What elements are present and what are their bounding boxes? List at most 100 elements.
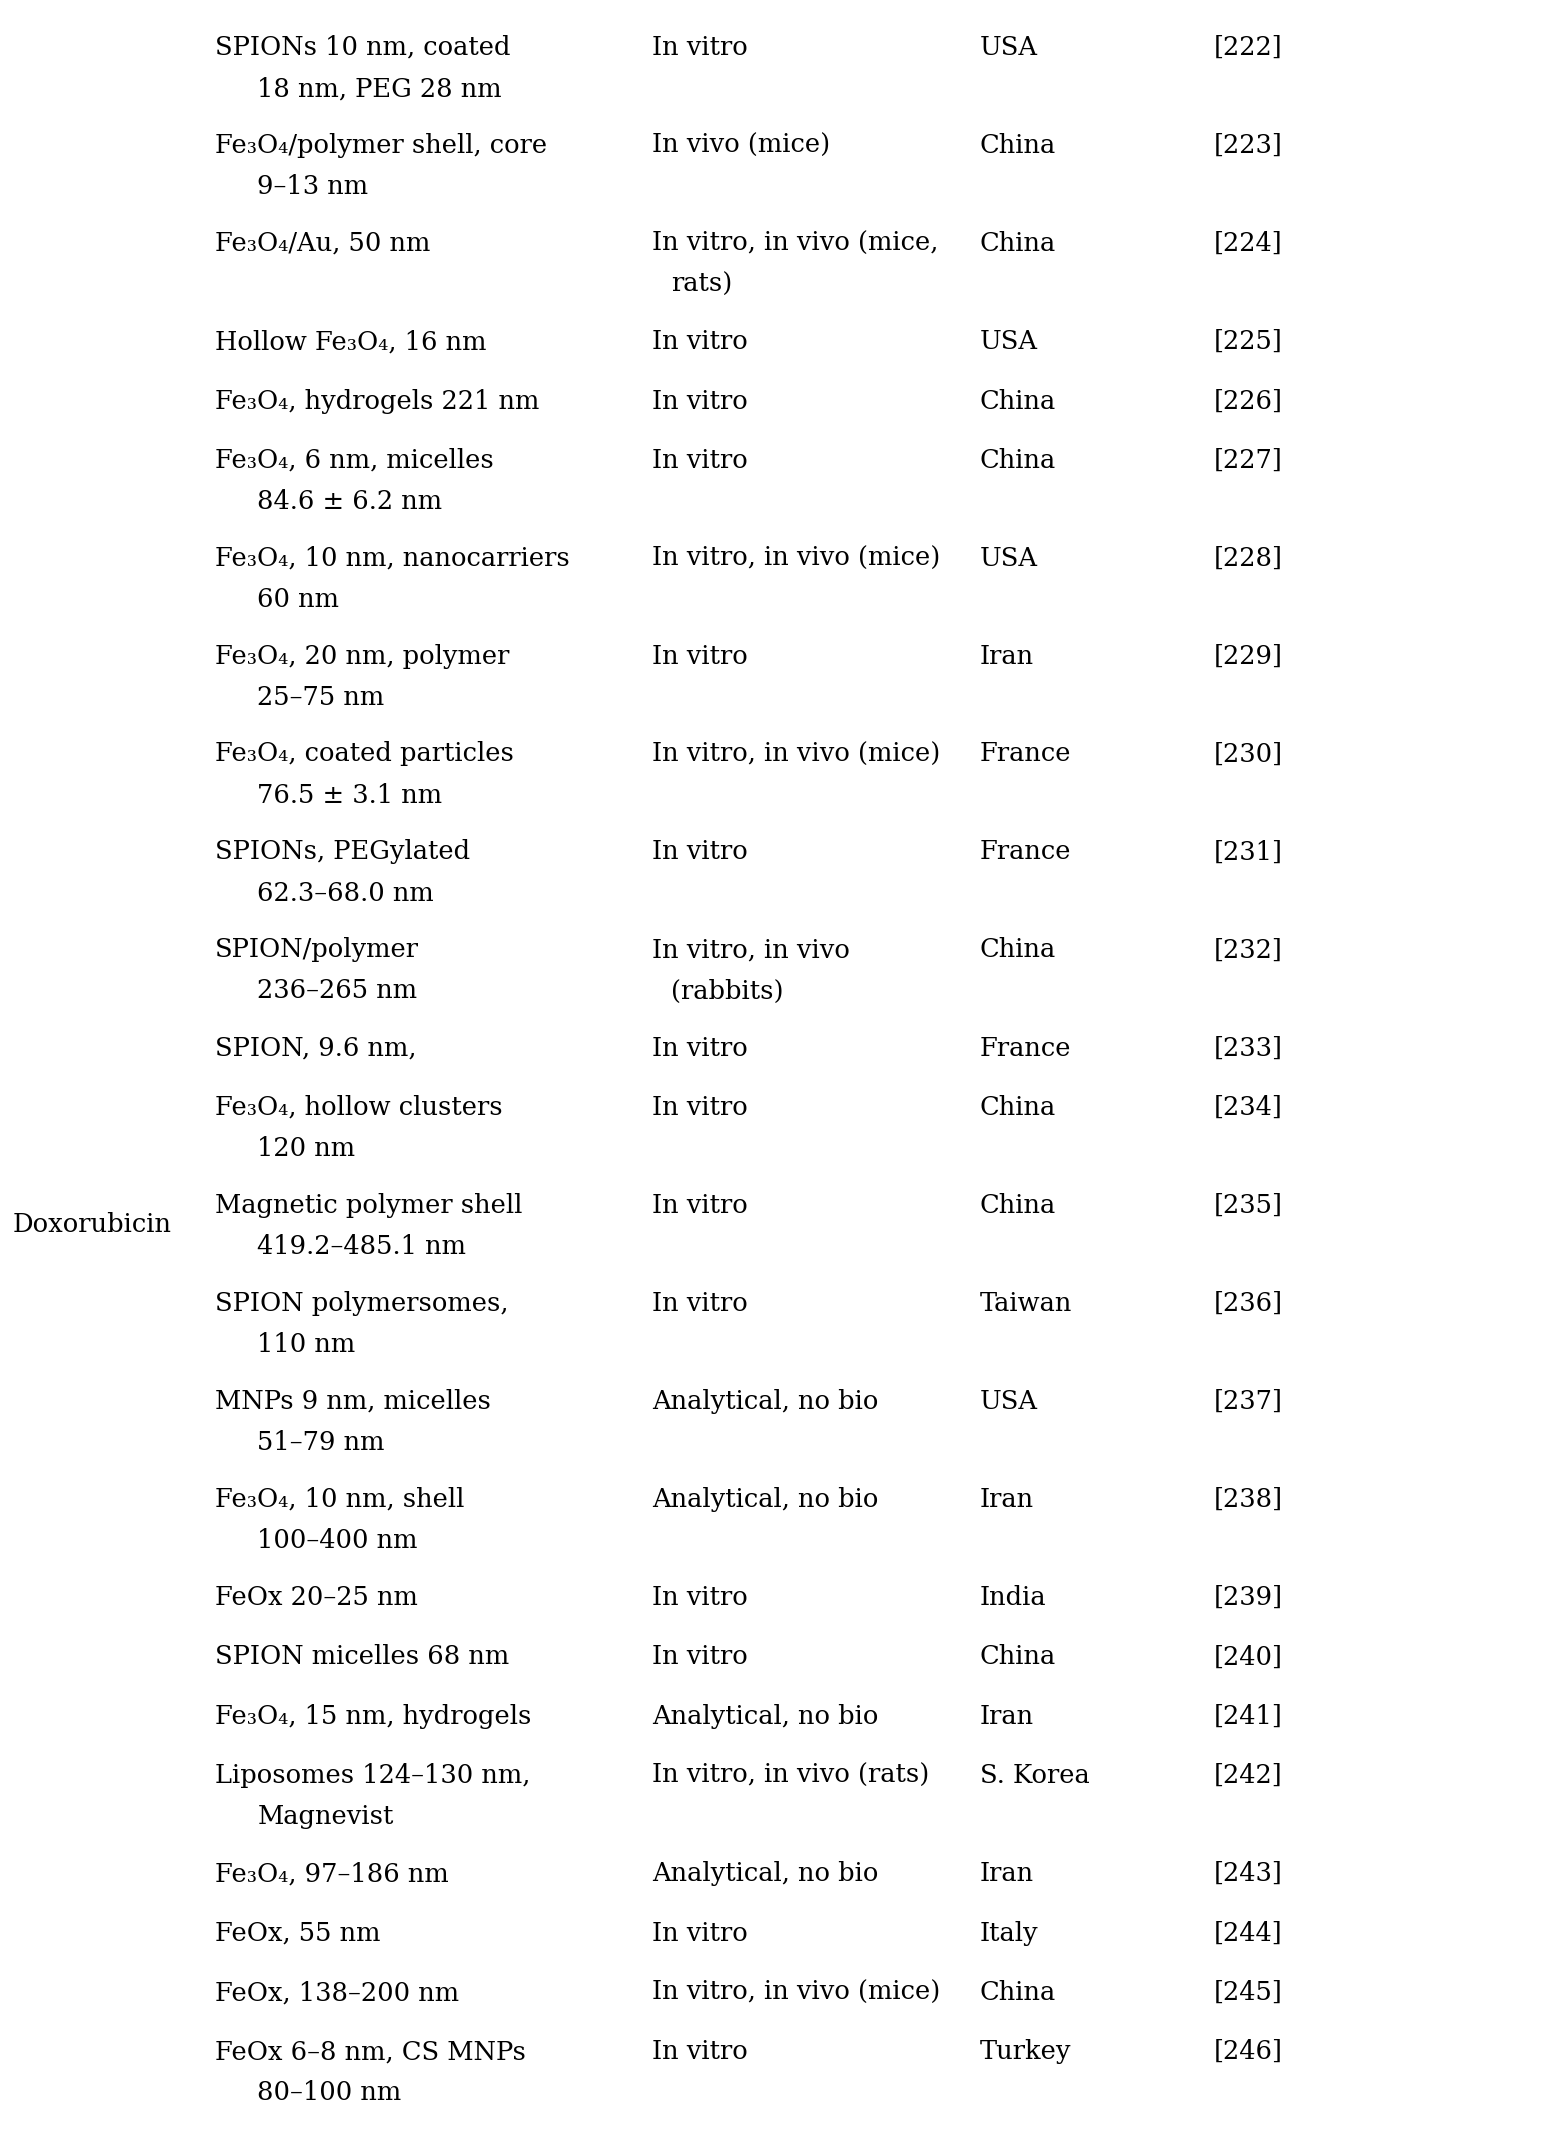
Text: 25–75 nm: 25–75 nm: [257, 686, 385, 709]
Text: Italy: Italy: [980, 1920, 1039, 1946]
Text: 100–400 nm: 100–400 nm: [257, 1527, 418, 1553]
Text: 60 nm: 60 nm: [257, 587, 340, 611]
Text: Magnetic polymer shell: Magnetic polymer shell: [215, 1192, 523, 1218]
Text: [237]: [237]: [1214, 1388, 1282, 1414]
Text: In vitro: In vitro: [652, 34, 747, 60]
Text: In vitro: In vitro: [652, 2040, 747, 2063]
Text: 419.2–485.1 nm: 419.2–485.1 nm: [257, 1235, 466, 1258]
Text: (rabbits): (rabbits): [671, 978, 783, 1004]
Text: In vitro: In vitro: [652, 449, 747, 472]
Text: 51–79 nm: 51–79 nm: [257, 1429, 385, 1455]
Text: Fe₃O₄/Au, 50 nm: Fe₃O₄/Au, 50 nm: [215, 231, 431, 256]
Text: Iran: Iran: [980, 1487, 1034, 1512]
Text: In vitro: In vitro: [652, 1036, 747, 1062]
Text: FeOx 6–8 nm, CS MNPs: FeOx 6–8 nm, CS MNPs: [215, 2040, 526, 2063]
Text: In vitro, in vivo (mice): In vitro, in vivo (mice): [652, 545, 941, 570]
Text: China: China: [980, 231, 1056, 256]
Text: France: France: [980, 741, 1072, 767]
Text: SPIONs, PEGylated: SPIONs, PEGylated: [215, 839, 471, 865]
Text: Taiwan: Taiwan: [980, 1290, 1072, 1316]
Text: China: China: [980, 389, 1056, 414]
Text: Iran: Iran: [980, 1705, 1034, 1728]
Text: [241]: [241]: [1214, 1705, 1282, 1728]
Text: [225]: [225]: [1214, 329, 1282, 355]
Text: 18 nm, PEG 28 nm: 18 nm, PEG 28 nm: [257, 77, 502, 100]
Text: USA: USA: [980, 34, 1037, 60]
Text: SPIONs 10 nm, coated: SPIONs 10 nm, coated: [215, 34, 510, 60]
Text: SPION, 9.6 nm,: SPION, 9.6 nm,: [215, 1036, 417, 1062]
Text: Fe₃O₄, 15 nm, hydrogels: Fe₃O₄, 15 nm, hydrogels: [215, 1705, 532, 1728]
Text: Liposomes 124–130 nm,: Liposomes 124–130 nm,: [215, 1762, 530, 1788]
Text: Doxorubicin: Doxorubicin: [12, 1213, 172, 1237]
Text: USA: USA: [980, 1388, 1037, 1414]
Text: In vitro: In vitro: [652, 389, 747, 414]
Text: China: China: [980, 1645, 1056, 1668]
Text: [234]: [234]: [1214, 1096, 1282, 1119]
Text: [223]: [223]: [1214, 132, 1282, 158]
Text: Fe₃O₄, 6 nm, micelles: Fe₃O₄, 6 nm, micelles: [215, 449, 495, 472]
Text: SPION/polymer: SPION/polymer: [215, 938, 420, 963]
Text: 120 nm: 120 nm: [257, 1136, 356, 1160]
Text: Iran: Iran: [980, 1860, 1034, 1886]
Text: 62.3–68.0 nm: 62.3–68.0 nm: [257, 880, 434, 906]
Text: SPION polymersomes,: SPION polymersomes,: [215, 1290, 509, 1316]
Text: [238]: [238]: [1214, 1487, 1282, 1512]
Text: [227]: [227]: [1214, 449, 1282, 472]
Text: Fe₃O₄, coated particles: Fe₃O₄, coated particles: [215, 741, 515, 767]
Text: India: India: [980, 1585, 1047, 1611]
Text: Analytical, no bio: Analytical, no bio: [652, 1388, 878, 1414]
Text: 80–100 nm: 80–100 nm: [257, 2080, 401, 2106]
Text: In vitro: In vitro: [652, 1290, 747, 1316]
Text: 236–265 nm: 236–265 nm: [257, 978, 418, 1004]
Text: [231]: [231]: [1214, 839, 1282, 865]
Text: Hollow Fe₃O₄, 16 nm: Hollow Fe₃O₄, 16 nm: [215, 329, 487, 355]
Text: 84.6 ± 6.2 nm: 84.6 ± 6.2 nm: [257, 489, 443, 515]
Text: 76.5 ± 3.1 nm: 76.5 ± 3.1 nm: [257, 782, 443, 807]
Text: In vitro, in vivo (mice,: In vitro, in vivo (mice,: [652, 231, 939, 256]
Text: 110 nm: 110 nm: [257, 1331, 356, 1356]
Text: Fe₃O₄, hollow clusters: Fe₃O₄, hollow clusters: [215, 1096, 502, 1119]
Text: FeOx, 138–200 nm: FeOx, 138–200 nm: [215, 1980, 459, 2006]
Text: France: France: [980, 839, 1072, 865]
Text: Magnevist: Magnevist: [257, 1805, 393, 1828]
Text: [233]: [233]: [1214, 1036, 1282, 1062]
Text: China: China: [980, 132, 1056, 158]
Text: [242]: [242]: [1214, 1762, 1282, 1788]
Text: [240]: [240]: [1214, 1645, 1282, 1668]
Text: In vitro: In vitro: [652, 1192, 747, 1218]
Text: In vitro, in vivo (mice): In vitro, in vivo (mice): [652, 1980, 941, 2006]
Text: FeOx, 55 nm: FeOx, 55 nm: [215, 1920, 381, 1946]
Text: [226]: [226]: [1214, 389, 1282, 414]
Text: In vitro: In vitro: [652, 1585, 747, 1611]
Text: [228]: [228]: [1214, 545, 1282, 570]
Text: In vitro, in vivo (rats): In vitro, in vivo (rats): [652, 1762, 930, 1788]
Text: Iran: Iran: [980, 643, 1034, 669]
Text: France: France: [980, 1036, 1072, 1062]
Text: In vitro: In vitro: [652, 1096, 747, 1119]
Text: Fe₃O₄, hydrogels 221 nm: Fe₃O₄, hydrogels 221 nm: [215, 389, 540, 414]
Text: USA: USA: [980, 329, 1037, 355]
Text: [245]: [245]: [1214, 1980, 1282, 2006]
Text: [230]: [230]: [1214, 741, 1282, 767]
Text: In vitro, in vivo (mice): In vitro, in vivo (mice): [652, 741, 941, 767]
Text: [239]: [239]: [1214, 1585, 1282, 1611]
Text: In vitro: In vitro: [652, 839, 747, 865]
Text: In vitro: In vitro: [652, 643, 747, 669]
Text: FeOx 20–25 nm: FeOx 20–25 nm: [215, 1585, 418, 1611]
Text: [222]: [222]: [1214, 34, 1282, 60]
Text: [244]: [244]: [1214, 1920, 1282, 1946]
Text: [246]: [246]: [1214, 2040, 1282, 2063]
Text: Fe₃O₄, 20 nm, polymer: Fe₃O₄, 20 nm, polymer: [215, 643, 510, 669]
Text: Fe₃O₄, 97–186 nm: Fe₃O₄, 97–186 nm: [215, 1860, 449, 1886]
Text: USA: USA: [980, 545, 1037, 570]
Text: [232]: [232]: [1214, 938, 1282, 963]
Text: China: China: [980, 1980, 1056, 2006]
Text: China: China: [980, 1192, 1056, 1218]
Text: S. Korea: S. Korea: [980, 1762, 1089, 1788]
Text: [243]: [243]: [1214, 1860, 1282, 1886]
Text: China: China: [980, 449, 1056, 472]
Text: In vitro: In vitro: [652, 1645, 747, 1668]
Text: SPION micelles 68 nm: SPION micelles 68 nm: [215, 1645, 510, 1668]
Text: [236]: [236]: [1214, 1290, 1282, 1316]
Text: Analytical, no bio: Analytical, no bio: [652, 1705, 878, 1728]
